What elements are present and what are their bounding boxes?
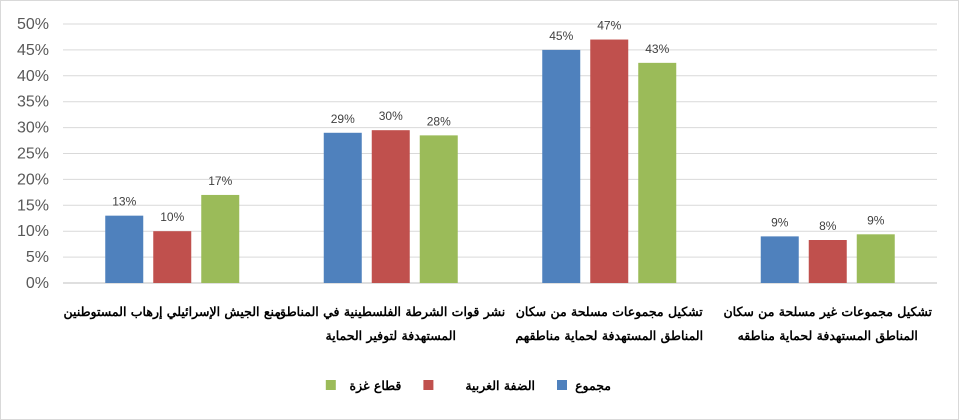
bar [323,132,362,283]
category-labels: منع الجيش الإسرائيلي إرهاب المستوطنيننشر… [64,304,933,344]
y-tick-label: 50% [17,16,49,33]
category-label: المستهدفة لتوفير الحماية [326,328,456,344]
legend-label: مجموع [575,378,611,394]
category-label: المناطق المستهدفة لحماية مناطقه [738,328,918,344]
bar [201,194,240,283]
gridlines [63,23,937,284]
category-label: المناطق المستهدفة لحماية مناطقهم [515,328,703,344]
y-tick-label: 30% [17,120,49,137]
bar [153,231,192,283]
bar [856,234,895,283]
y-tick-label: 5% [26,249,49,266]
data-label: 29% [331,112,355,126]
bar [542,49,581,284]
bar [371,130,410,283]
data-label: 9% [771,215,789,229]
category-label: منع الجيش الإسرائيلي إرهاب المستوطنين [64,304,282,320]
data-labels: 13% 10% 17% 29% 30% 28% 45% 47% 43% 9% 8% 9% [112,19,885,233]
data-label: 8% [819,219,837,233]
data-label: 43% [645,42,669,56]
bar [760,236,799,283]
legend-label: الضفة الغربية [465,378,535,394]
bar [590,39,629,283]
y-tick-label: 15% [17,197,49,214]
legend: مجموع الضفة الغربية قطاع غزة [325,378,611,394]
y-tick-label: 35% [17,94,49,111]
bars [105,39,895,284]
y-tick-label: 20% [17,171,49,188]
data-label: 47% [597,19,621,33]
y-tick-label: 45% [17,42,49,59]
data-label: 9% [867,213,885,227]
bar [808,240,847,283]
y-tick-label: 25% [17,146,49,163]
data-label: 10% [160,210,184,224]
bar [419,135,458,283]
data-label: 45% [549,29,573,43]
y-tick-label: 10% [17,223,49,240]
category-label: تشكيل مجموعات مسلحة من سكان [516,304,704,320]
data-label: 30% [379,109,403,123]
bar [105,215,144,283]
legend-label: قطاع غزة [350,378,402,394]
category-label: نشر قوات الشرطة الفلسطينية في المناطق [276,304,505,320]
data-label: 28% [427,114,451,128]
category-label: تشكيل مجموعات غير مسلحة من سكان [723,304,932,320]
data-label: 17% [208,174,232,188]
data-label: 13% [112,195,136,209]
legend-swatch [557,380,567,390]
y-tick-label: 0% [26,275,49,292]
y-axis-ticks: 0% 5% 10% 15% 20% 25% 30% 35% 40% 45% 50% [17,16,49,292]
y-tick-label: 40% [17,68,49,85]
legend-swatch [423,380,434,390]
legend-swatch [325,380,336,390]
bar [638,62,677,283]
